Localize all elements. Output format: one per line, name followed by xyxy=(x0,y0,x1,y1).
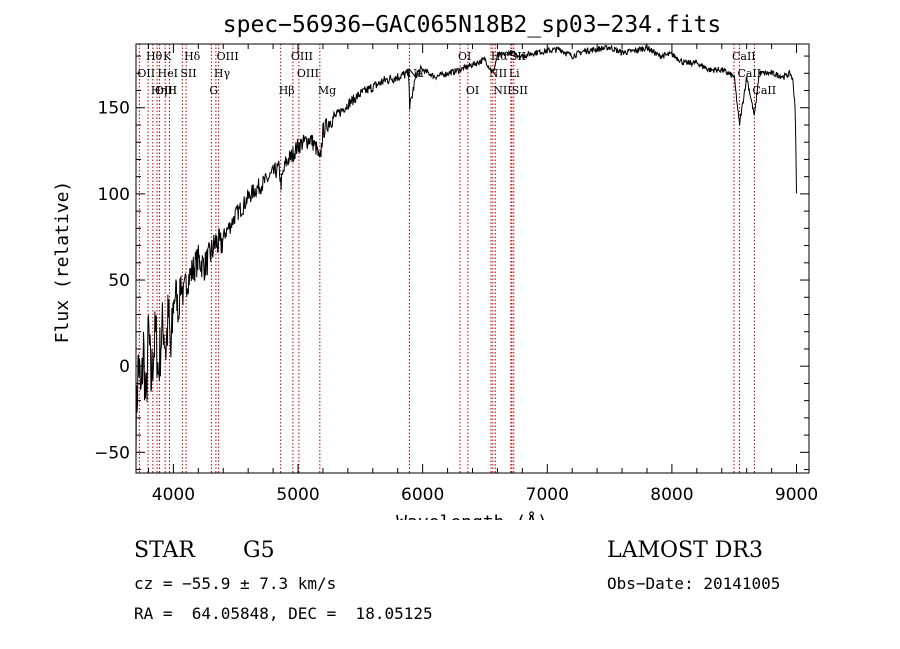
line-label-23: Li xyxy=(509,67,520,80)
x-tick-label: 8000 xyxy=(650,485,693,505)
line-label-3: Hη xyxy=(151,84,167,97)
observation-date: Obs−Date: 20141005 xyxy=(607,574,781,593)
y-axis-label: Flux (relative) xyxy=(52,181,73,344)
y-tick-label: 150 xyxy=(98,99,130,119)
y-tick-label: 0 xyxy=(119,357,130,377)
chart-title: spec−56936−GAC065N18B2_sp03−234.fits xyxy=(223,12,722,38)
line-label-8: Hδ xyxy=(184,50,201,63)
velocity-readout: cz = −55.9 ± 7.3 km/s xyxy=(134,574,337,593)
line-label-20: NII xyxy=(489,67,507,80)
line-label-25: CaII xyxy=(732,50,756,63)
y-tick-label: 100 xyxy=(98,185,130,205)
line-label-13: OIII xyxy=(291,50,313,63)
line-label-21: NII xyxy=(493,84,511,97)
line-label-1: OII xyxy=(137,67,155,80)
line-label-5: K xyxy=(163,50,172,63)
line-label-2: OIII xyxy=(155,84,177,97)
line-label-18: OI xyxy=(466,84,479,97)
x-tick-label: 7000 xyxy=(526,485,569,505)
line-label-10: Hγ xyxy=(214,67,231,80)
x-axis-label: Wavelength (Å) xyxy=(396,511,548,520)
line-label-7: H xyxy=(168,84,178,97)
line-label-26: CaII xyxy=(737,67,761,80)
x-tick-label: 4000 xyxy=(152,485,195,505)
line-label-17: OI xyxy=(458,50,471,63)
line-label-14: OIII xyxy=(297,67,319,80)
y-tick-label: 50 xyxy=(108,271,130,291)
spectrum-plot: spec−56936−GAC065N18B2_sp03−234.fits Hθ O… xyxy=(52,12,818,520)
x-tick-label: 6000 xyxy=(401,485,444,505)
line-label-0: Hθ xyxy=(146,50,163,63)
survey-name: LAMOST DR3 xyxy=(607,538,763,563)
plot-frame xyxy=(135,43,810,474)
object-subclass: G5 xyxy=(243,538,275,563)
line-label-6: SII xyxy=(180,67,196,80)
flux-series-line xyxy=(135,43,797,460)
line-label-11: G xyxy=(209,84,218,97)
line-label-24: SII xyxy=(512,84,528,97)
line-label-4: HeI xyxy=(158,67,178,80)
line-label-12: Hβ xyxy=(279,84,295,97)
spectral-line-markers xyxy=(138,44,755,473)
line-label-15: Mg xyxy=(318,84,336,97)
x-tick-label: 5000 xyxy=(276,485,319,505)
y-tick-label: −50 xyxy=(94,443,130,463)
object-class: STAR xyxy=(134,538,195,563)
line-label-27: CaII xyxy=(752,84,776,97)
axis-ticks: 4000 5000 6000 7000 8000 9000 −50 0 50 100 150 xyxy=(94,44,818,505)
line-label-9: OIII xyxy=(217,50,239,63)
coordinates-readout: RA = 64.05848, DEC = 18.05125 xyxy=(134,604,433,623)
x-tick-label: 9000 xyxy=(775,485,818,505)
